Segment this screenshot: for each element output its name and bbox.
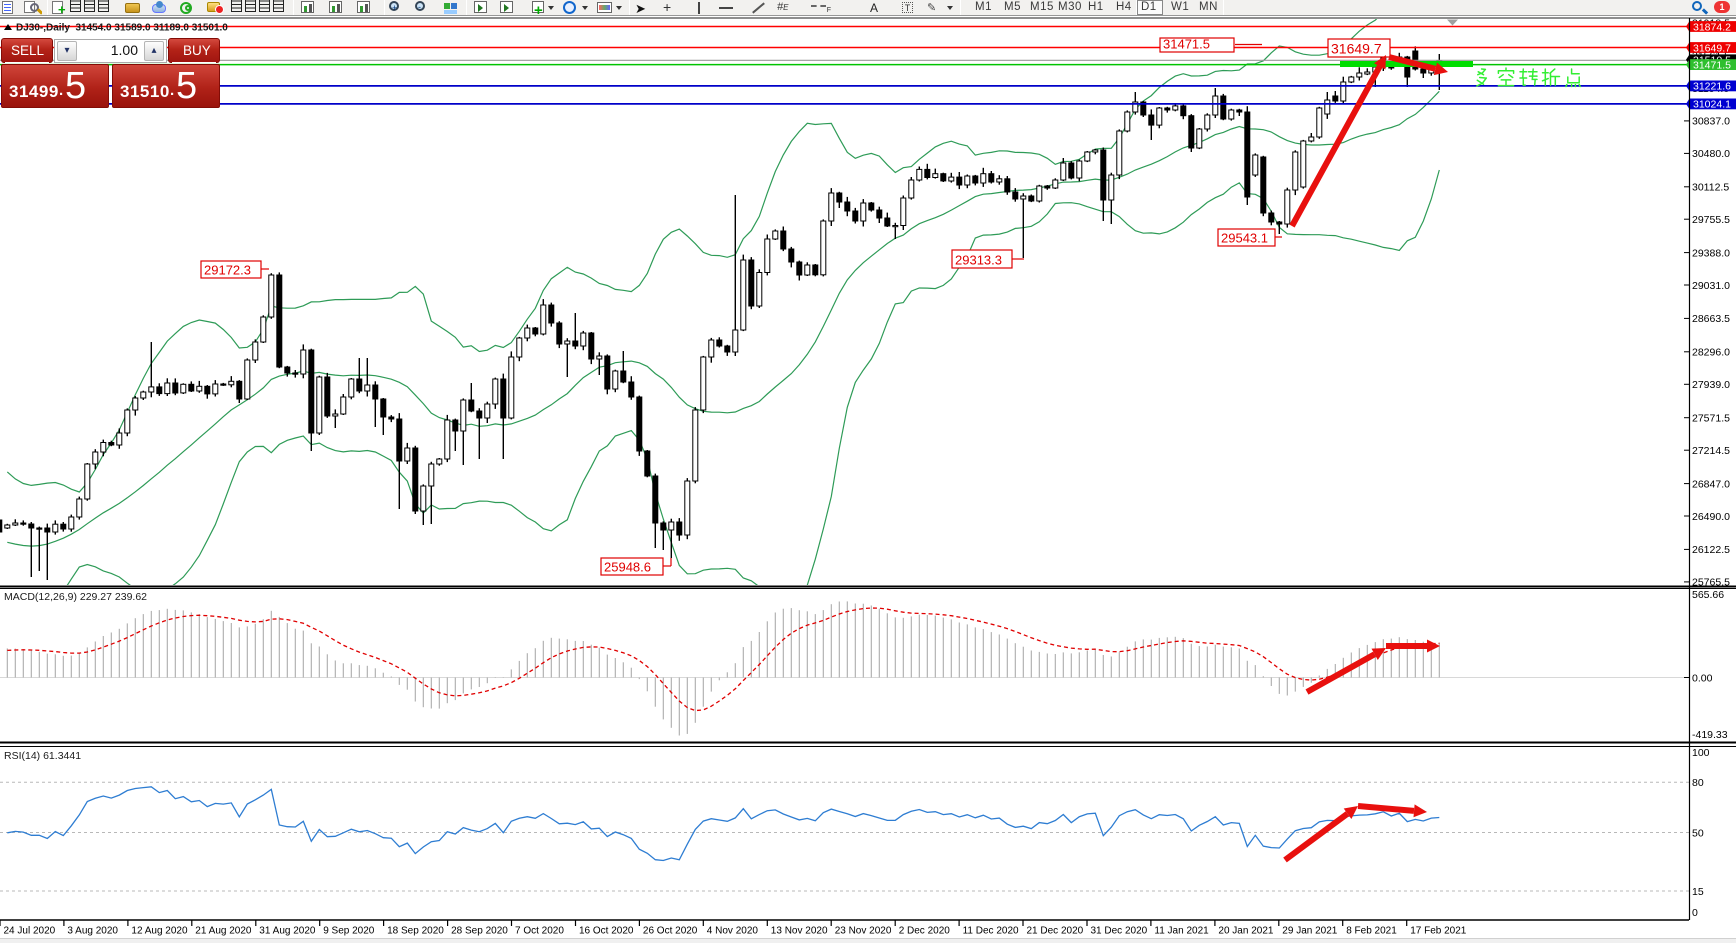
svg-text:29543.1: 29543.1	[1221, 231, 1268, 246]
svg-text:29313.3: 29313.3	[955, 253, 1002, 268]
svg-text:29172.3: 29172.3	[204, 263, 251, 278]
svg-text:31221.6: 31221.6	[1693, 81, 1731, 93]
svg-text:2 Dec 2020: 2 Dec 2020	[899, 926, 951, 937]
svg-text:100: 100	[1692, 747, 1710, 759]
svg-text:31649.7: 31649.7	[1693, 42, 1731, 54]
svg-text:23 Nov 2020: 23 Nov 2020	[835, 926, 892, 937]
svg-text:3 Aug 2020: 3 Aug 2020	[67, 926, 118, 937]
svg-text:26847.0: 26847.0	[1692, 478, 1730, 490]
svg-text:-419.33: -419.33	[1692, 729, 1728, 741]
svg-text:27571.5: 27571.5	[1692, 413, 1730, 425]
svg-text:26122.5: 26122.5	[1692, 544, 1730, 556]
svg-text:7 Oct 2020: 7 Oct 2020	[515, 926, 564, 937]
svg-text:31471.5: 31471.5	[1163, 37, 1210, 52]
svg-text:50: 50	[1692, 827, 1704, 839]
svg-text:15: 15	[1692, 886, 1704, 898]
svg-text:29031.0: 29031.0	[1692, 280, 1730, 292]
svg-text:21 Dec 2020: 21 Dec 2020	[1027, 926, 1084, 937]
svg-text:31471.5: 31471.5	[1693, 59, 1731, 71]
svg-text:DJ30-,Daily 31454.0 31589.0 3: DJ30-,Daily 31454.0 31589.0 31189.0 3150…	[16, 23, 228, 34]
svg-text:29755.5: 29755.5	[1692, 214, 1730, 226]
svg-text:30837.0: 30837.0	[1692, 116, 1730, 128]
svg-text:20 Jan 2021: 20 Jan 2021	[1218, 926, 1273, 937]
svg-text:28663.5: 28663.5	[1692, 313, 1730, 325]
svg-text:17 Feb 2021: 17 Feb 2021	[1410, 926, 1467, 937]
svg-text:25948.6: 25948.6	[604, 560, 651, 575]
svg-text:31874.2: 31874.2	[1693, 21, 1731, 33]
svg-text:29388.0: 29388.0	[1692, 247, 1730, 259]
svg-text:28296.0: 28296.0	[1692, 347, 1730, 359]
svg-text:0.00: 0.00	[1692, 672, 1713, 684]
svg-text:80: 80	[1692, 777, 1704, 789]
svg-text:27214.5: 27214.5	[1692, 445, 1730, 457]
svg-text:29 Jan 2021: 29 Jan 2021	[1282, 926, 1337, 937]
svg-text:565.66: 565.66	[1692, 589, 1724, 601]
svg-text:26490.0: 26490.0	[1692, 511, 1730, 523]
svg-text:16 Oct 2020: 16 Oct 2020	[579, 926, 634, 937]
svg-text:28 Sep 2020: 28 Sep 2020	[451, 926, 508, 937]
svg-text:24 Jul 2020: 24 Jul 2020	[4, 926, 56, 937]
svg-text:4 Nov 2020: 4 Nov 2020	[707, 926, 759, 937]
svg-text:0: 0	[1692, 907, 1698, 919]
svg-text:8 Feb 2021: 8 Feb 2021	[1346, 926, 1397, 937]
svg-text:11 Dec 2020: 11 Dec 2020	[963, 926, 1019, 937]
svg-text:13 Nov 2020: 13 Nov 2020	[771, 926, 828, 937]
svg-text:RSI(14) 61.3441: RSI(14) 61.3441	[4, 750, 81, 762]
svg-text:31 Aug 2020: 31 Aug 2020	[259, 926, 316, 937]
svg-text:26 Oct 2020: 26 Oct 2020	[643, 926, 698, 937]
svg-text:30112.5: 30112.5	[1692, 182, 1729, 194]
svg-text:11 Jan 2021: 11 Jan 2021	[1154, 926, 1209, 937]
svg-text:MACD(12,26,9) 229.27 239.62: MACD(12,26,9) 229.27 239.62	[4, 591, 147, 603]
svg-text:21 Aug 2020: 21 Aug 2020	[195, 926, 252, 937]
svg-text:31 Dec 2020: 31 Dec 2020	[1091, 926, 1148, 937]
svg-text:12 Aug 2020: 12 Aug 2020	[131, 926, 188, 937]
svg-text:9 Sep 2020: 9 Sep 2020	[323, 926, 375, 937]
svg-text:30480.0: 30480.0	[1692, 148, 1730, 160]
svg-text:31024.1: 31024.1	[1693, 99, 1731, 111]
svg-text:18 Sep 2020: 18 Sep 2020	[387, 926, 444, 937]
svg-text:27939.0: 27939.0	[1692, 379, 1730, 391]
svg-text:31649.7: 31649.7	[1331, 41, 1382, 57]
